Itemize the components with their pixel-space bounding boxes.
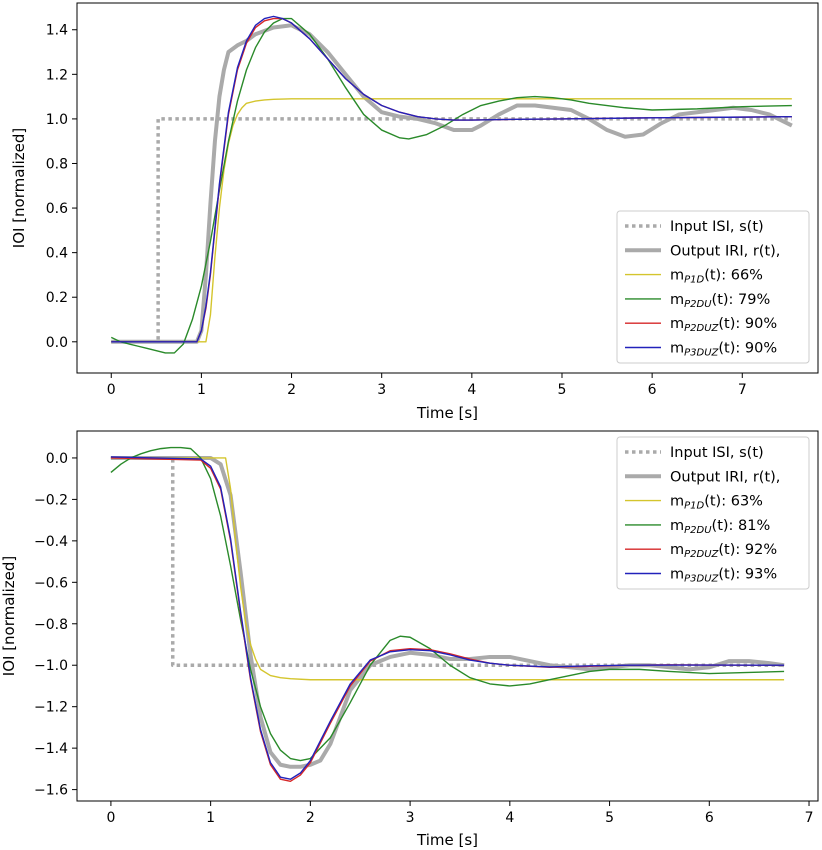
- legend-label: mP3DUZ(t): 90%: [670, 341, 777, 359]
- y-tick-label: −1.4: [34, 741, 68, 757]
- x-tick-label: 3: [377, 382, 386, 398]
- y-tick-label: 0.2: [46, 290, 68, 306]
- x-tick-label: 0: [106, 810, 115, 826]
- y-tick-label: 0.8: [46, 156, 68, 172]
- legend-label: mP2DUZ(t): 90%: [670, 316, 777, 334]
- x-axis-label: Time [s]: [416, 404, 478, 422]
- legend-label: Output IRI, r(t),: [670, 243, 780, 259]
- x-tick-label: 5: [558, 382, 567, 398]
- y-tick-label: −1.2: [34, 700, 68, 716]
- x-tick-label: 7: [805, 810, 814, 826]
- y-axis-label: IOI [normalized]: [10, 128, 28, 248]
- x-tick-label: 0: [107, 382, 116, 398]
- series-line-4: [110, 446, 785, 762]
- y-tick-label: 0.6: [46, 201, 68, 217]
- x-tick-label: 6: [705, 810, 714, 826]
- y-tick-label: −0.8: [34, 617, 68, 633]
- legend-label: mP2DU(t): 81%: [670, 518, 770, 536]
- y-tick-label: 0.4: [46, 246, 68, 262]
- legend: Input ISI, s(t) Output IRI, r(t), mP1D(t):…: [616, 210, 810, 364]
- y-tick-label: 0.0: [46, 451, 68, 467]
- legend-label: Output IRI, r(t),: [670, 469, 780, 485]
- x-tick-label: 7: [738, 382, 747, 398]
- legend-label: Input ISI, s(t): [670, 445, 764, 461]
- x-tick-label: 2: [287, 382, 296, 398]
- x-tick-label: 4: [505, 810, 514, 826]
- series-line-6: [111, 15, 792, 343]
- y-tick-label: −0.2: [34, 492, 68, 508]
- x-tick-label: 1: [197, 382, 206, 398]
- legend-label: mP2DUZ(t): 92%: [670, 542, 777, 560]
- series-line-3: [111, 98, 792, 343]
- legend-box: [616, 436, 810, 590]
- y-tick-label: 0.0: [46, 335, 68, 351]
- y-tick-label: −0.6: [34, 575, 68, 591]
- legend-label: mP2DU(t): 79%: [670, 292, 770, 310]
- y-axis-label: IOI [normalized]: [0, 556, 18, 676]
- series-line-6: [110, 456, 785, 780]
- x-tick-label: 5: [605, 810, 614, 826]
- x-tick-label: 3: [406, 810, 415, 826]
- y-tick-label: −0.4: [34, 534, 68, 550]
- x-tick-label: 1: [206, 810, 215, 826]
- y-tick-label: −1.0: [34, 658, 68, 674]
- legend-label: mP3DUZ(t): 93%: [670, 567, 777, 585]
- legend-label: mP1D(t): 66%: [670, 268, 763, 286]
- legend-label: Input ISI, s(t): [670, 219, 764, 235]
- legend-label: mP1D(t): 63%: [670, 494, 763, 512]
- series-line-3: [110, 457, 785, 681]
- legend-box: [616, 210, 810, 364]
- series-line-4: [110, 17, 792, 354]
- chart-panel-2: 0 1 2 3 4 5 6 7 0.0 −0.2 −0.4 −0.6 −0.8 −1.0 −1.2 −1.4 −…: [0, 430, 819, 849]
- y-tick-label: 1.4: [46, 23, 68, 39]
- series-group: [110, 446, 785, 783]
- x-tick-label: 6: [648, 382, 657, 398]
- series-line-2: [110, 455, 785, 769]
- series-group: [110, 15, 793, 354]
- series-line-2: [111, 23, 793, 344]
- plot-frame: [76, 2, 819, 374]
- x-axis-label: Time [s]: [416, 831, 478, 849]
- y-tick-label: 1.2: [46, 67, 68, 83]
- y-tick-label: −1.6: [34, 783, 68, 799]
- y-tick-label: 1.0: [46, 112, 68, 128]
- x-tick-label: 2: [306, 810, 315, 826]
- plot-frame: [76, 430, 819, 802]
- x-tick-label: 4: [467, 382, 476, 398]
- chart-panel-1: 0 1 2 3 4 5 6 7 0.0 0.2 0.4 0.6 0.8 1.0 1.2 1.4 Time [s]…: [10, 2, 819, 422]
- legend: Input ISI, s(t) Output IRI, r(t), mP1D(t):…: [616, 436, 810, 590]
